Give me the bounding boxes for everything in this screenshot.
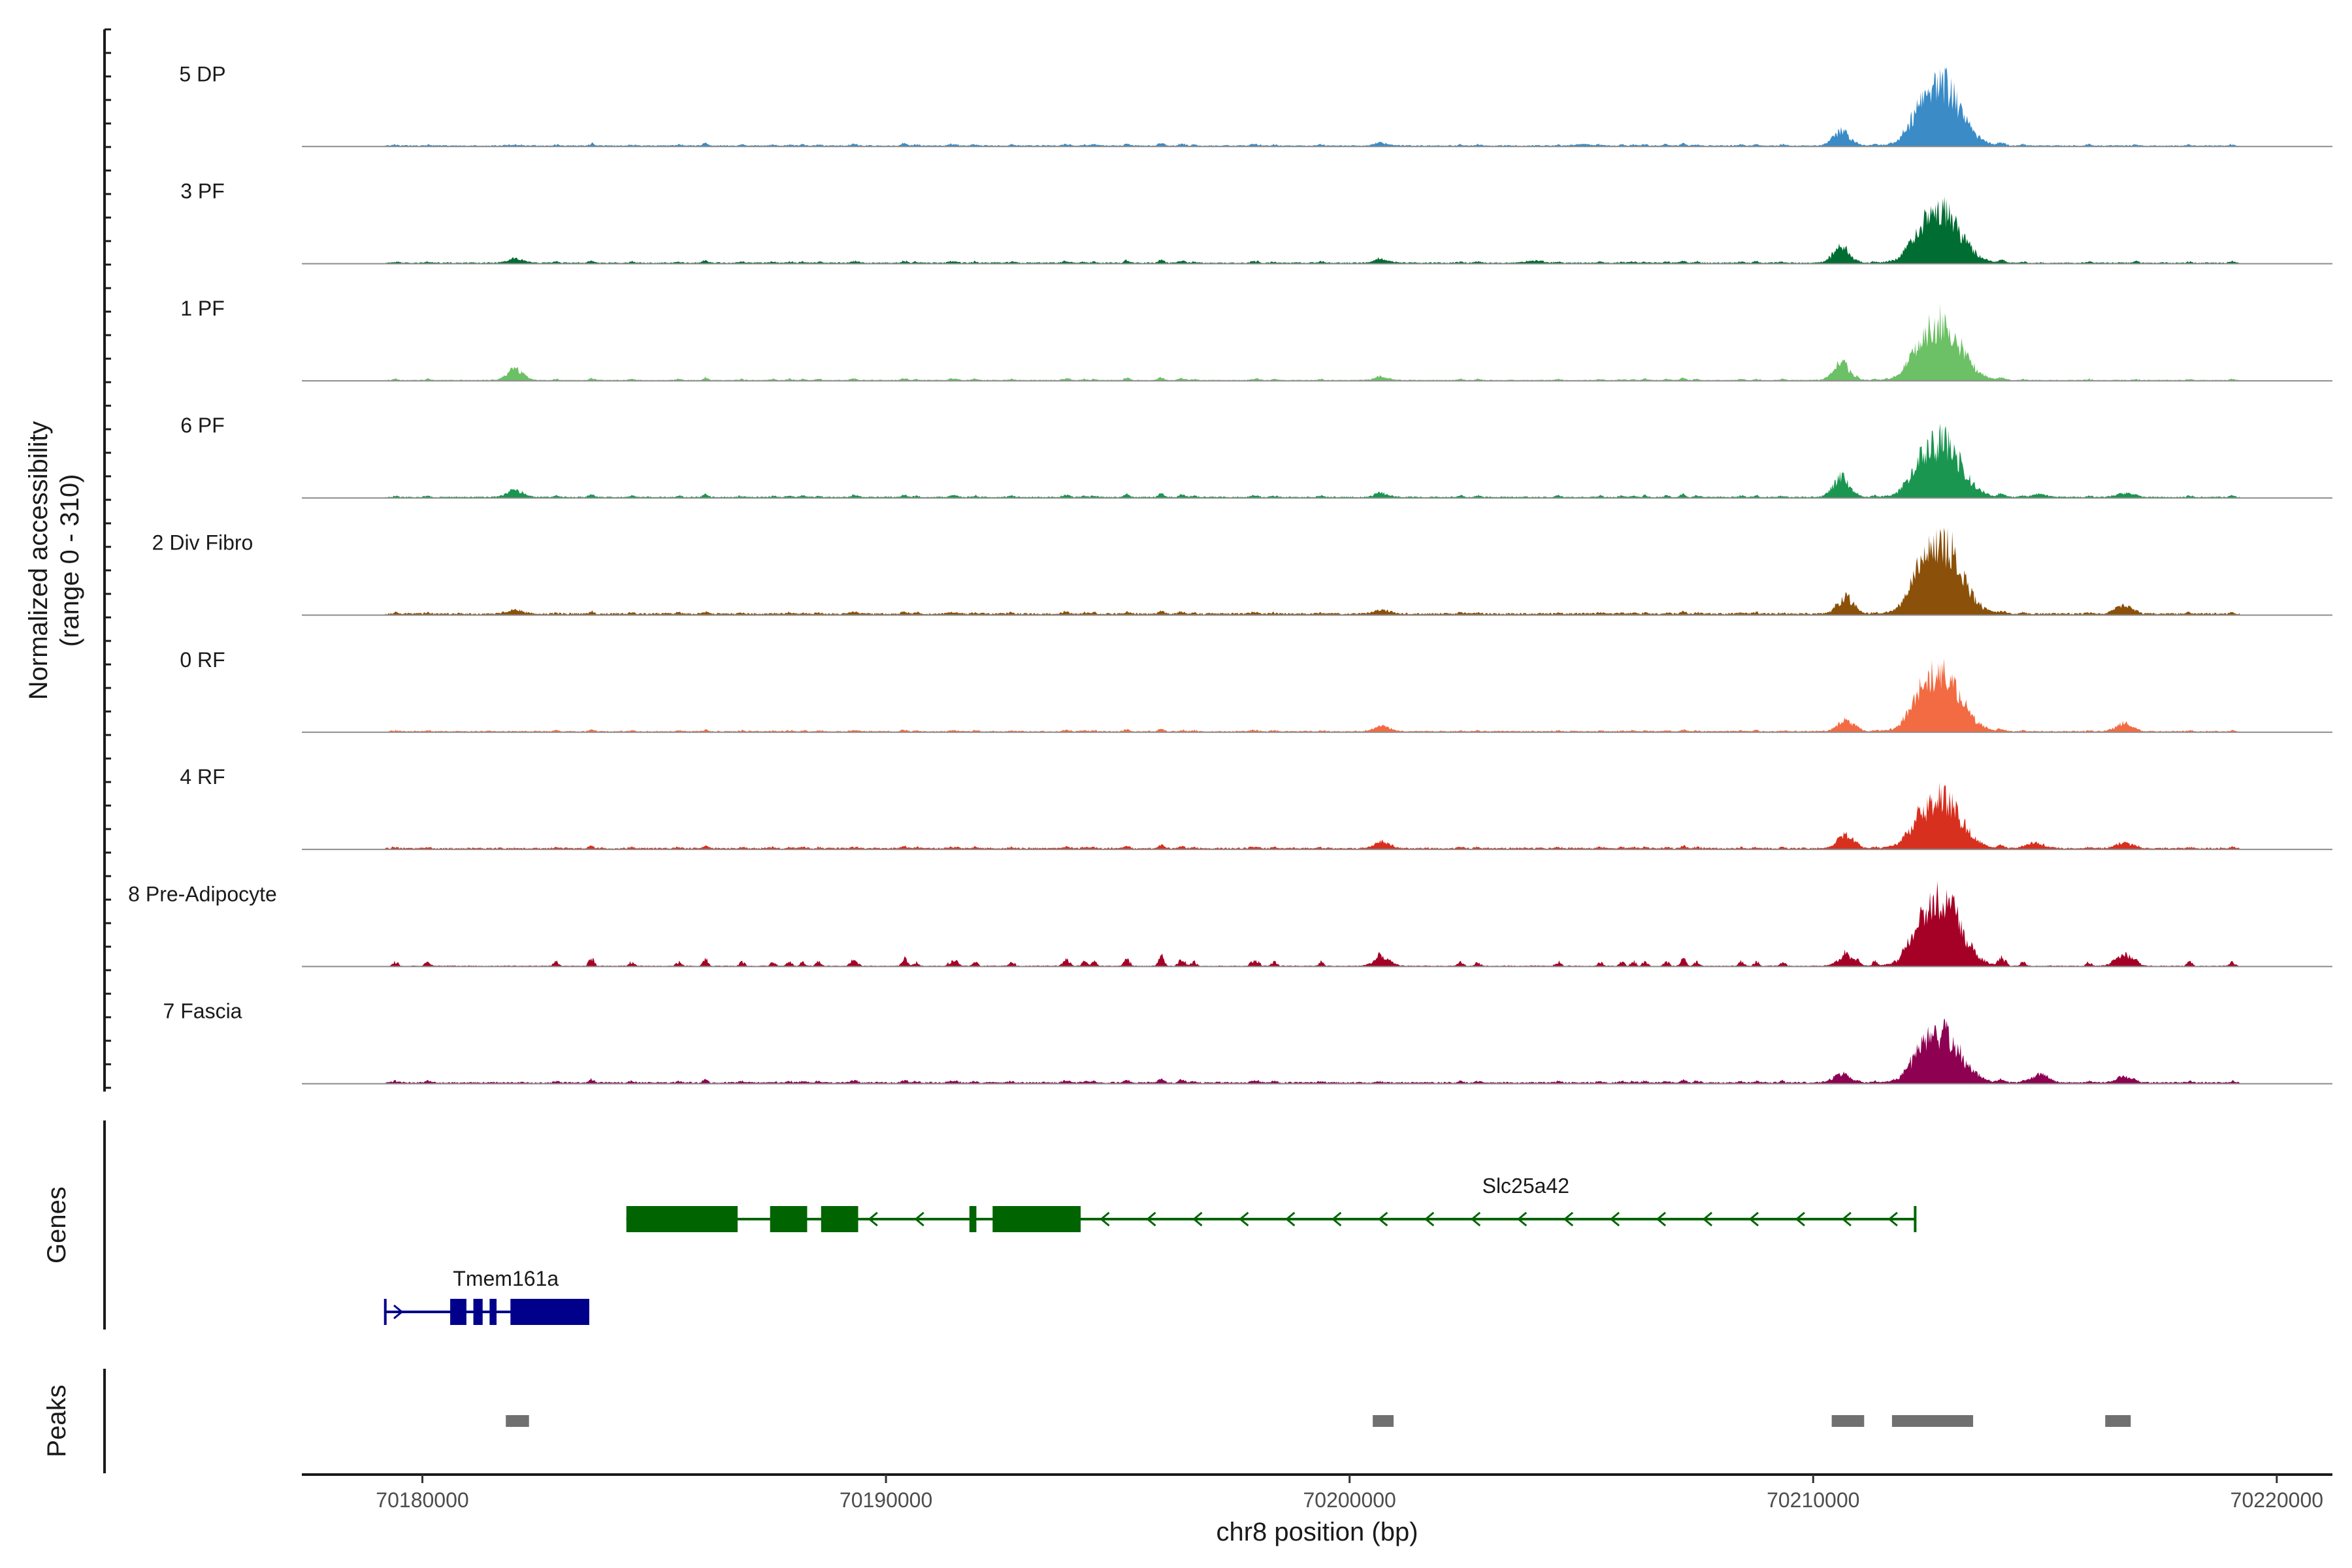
gene-exon xyxy=(510,1299,589,1325)
gene-exon xyxy=(969,1206,977,1232)
peak-region xyxy=(2105,1415,2131,1427)
track-0-rf: 0 RF xyxy=(180,648,2332,733)
peaks-track xyxy=(103,1369,2131,1473)
peak-region xyxy=(1831,1415,1865,1427)
track-4-rf: 4 RF xyxy=(180,765,2332,851)
coverage-tracks: 5 DP 3 PF 1 PF 6 PF 2 Div Fibro 0 RF 4 RF 8 Pre… xyxy=(128,62,2332,1085)
coverage-area xyxy=(385,302,2240,381)
strand-arrow xyxy=(1748,1211,1759,1227)
track-label: 7 Fascia xyxy=(163,1000,242,1023)
strand-arrow xyxy=(1377,1211,1388,1227)
x-tick-label: 70200000 xyxy=(1303,1488,1396,1512)
y-axis-title: Normalized accessibility xyxy=(24,421,53,700)
x-tick-label: 70210000 xyxy=(1767,1488,1859,1512)
gene-tmem161a: Tmem161a xyxy=(384,1267,589,1325)
peak-region xyxy=(1891,1415,1974,1427)
coverage-area xyxy=(385,527,2240,615)
coverage-area xyxy=(385,423,2240,498)
strand-arrow xyxy=(1239,1211,1249,1227)
coverage-area xyxy=(385,658,2240,732)
strand-arrow xyxy=(1609,1211,1620,1227)
track-label: 0 RF xyxy=(180,648,225,672)
gene-exon xyxy=(626,1206,738,1232)
track-label: 2 Div Fibro xyxy=(152,531,253,555)
gene-annotation-track: Slc25a42 Tmem161a xyxy=(103,1120,1917,1330)
x-tick-label: 70220000 xyxy=(2230,1488,2323,1512)
track-2-div-fibro: 2 Div Fibro xyxy=(152,527,2332,616)
strand-arrow xyxy=(1470,1211,1481,1227)
coverage-area xyxy=(385,196,2240,264)
strand-arrow xyxy=(1887,1211,1898,1227)
track-7-fascia: 7 Fascia xyxy=(163,1000,2332,1085)
track-label: 8 Pre-Adipocyte xyxy=(128,882,277,906)
peaks-track-title: Peaks xyxy=(42,1384,71,1457)
strand-arrow xyxy=(1841,1211,1852,1227)
coverage-area xyxy=(385,67,2240,147)
strand-arrow xyxy=(1563,1211,1574,1227)
track-5-dp: 5 DP xyxy=(179,62,2332,148)
x-axis: 70180000 70190000 70200000 70210000 70220000 xyxy=(302,1473,2332,1512)
gene-exon xyxy=(489,1299,497,1325)
strand-arrow xyxy=(914,1211,924,1227)
gene-exon xyxy=(473,1299,483,1325)
strand-arrow xyxy=(868,1211,878,1227)
strand-arrow xyxy=(1702,1211,1713,1227)
peak-region xyxy=(1373,1415,1394,1427)
gene-label: Tmem161a xyxy=(453,1267,559,1290)
x-tick-label: 70180000 xyxy=(376,1488,468,1512)
coverage-area xyxy=(385,1019,2240,1084)
track-1-pf: 1 PF xyxy=(180,297,2332,382)
strand-arrow xyxy=(1331,1211,1342,1227)
x-axis-title: chr8 position (bp) xyxy=(1216,1518,1418,1546)
y-axis-ruler xyxy=(103,28,111,1092)
strand-arrow xyxy=(1516,1211,1527,1227)
track-3-pf: 3 PF xyxy=(180,180,2332,265)
strand-arrow xyxy=(1146,1211,1156,1227)
coverage-area xyxy=(385,782,2240,850)
coverage-area xyxy=(385,881,2240,967)
strand-arrow xyxy=(1656,1211,1667,1227)
track-label: 5 DP xyxy=(179,62,225,86)
genes-track-title: Genes xyxy=(42,1186,71,1264)
track-label: 1 PF xyxy=(180,297,225,320)
strand-arrow xyxy=(1285,1211,1296,1227)
strand-arrow xyxy=(1795,1211,1805,1227)
gene-slc25a42: Slc25a42 xyxy=(626,1174,1917,1232)
track-label: 3 PF xyxy=(180,180,225,203)
track-6-pf: 6 PF xyxy=(180,414,2332,499)
gene-exon xyxy=(992,1206,1081,1232)
y-axis-title-range: (range 0 - 310) xyxy=(56,474,84,647)
strand-arrow xyxy=(1100,1211,1110,1227)
track-8-pre-adipocyte: 8 Pre-Adipocyte xyxy=(128,881,2332,968)
strand-arrow xyxy=(1424,1211,1435,1227)
strand-arrow xyxy=(1192,1211,1203,1227)
peak-region xyxy=(506,1415,529,1427)
strand-arrow xyxy=(393,1304,404,1320)
gene-exon xyxy=(450,1299,466,1325)
track-label: 6 PF xyxy=(180,414,225,437)
gene-label: Slc25a42 xyxy=(1482,1174,1569,1198)
x-tick-label: 70190000 xyxy=(840,1488,932,1512)
gene-exon xyxy=(770,1206,808,1232)
gene-exon xyxy=(821,1206,858,1232)
track-label: 4 RF xyxy=(180,765,225,789)
